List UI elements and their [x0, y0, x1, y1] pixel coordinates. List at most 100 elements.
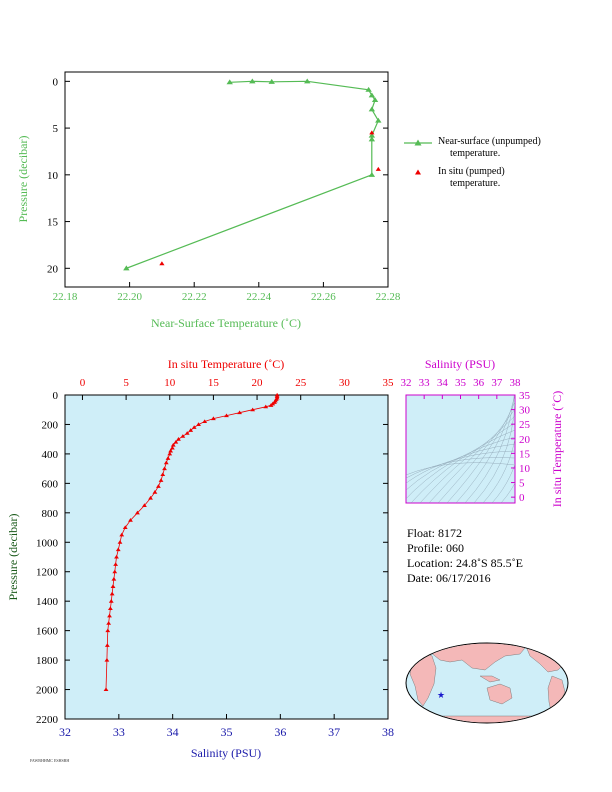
temperature-point-46 — [108, 599, 114, 603]
pressure-tick-label-10: 2000 — [36, 685, 59, 697]
near-surface-point-2 — [268, 78, 275, 84]
temperature-point-48 — [107, 613, 112, 618]
ts-plot-area — [405, 394, 516, 504]
near-surface-x-axis-label: Near-Surface Temperature (˚C) — [151, 316, 301, 330]
in-situ-point-1 — [375, 166, 381, 171]
near-surface-series-line — [126, 80, 379, 269]
temperature-point-7 — [268, 403, 274, 407]
temperature-point-12 — [211, 416, 216, 421]
pressure-tick-label-0: 0 — [53, 390, 59, 402]
salinity-tick-label-0: 32 — [59, 725, 71, 739]
temperature-point-13 — [202, 419, 208, 424]
near-surface-legend: Near-surface (unpumped) temperature. In … — [404, 136, 541, 190]
legend-in-situ-marker — [415, 169, 421, 175]
near-surface-x-tick-label-5: 22.28 — [376, 291, 401, 303]
salinity-tick-label-4: 36 — [274, 725, 286, 739]
salinity-tick-label-3: 35 — [221, 725, 233, 739]
pressure-tick-label-8: 1600 — [36, 626, 59, 638]
salinity-tick-label-1: 33 — [113, 725, 125, 739]
temperature-point-44 — [110, 584, 116, 588]
ts-temperature-tick-label-1: 5 — [519, 478, 525, 490]
profile-chart: 0 5 10 15 20 25 30 35 32 33 34 35 36 37 38 0 200 400 600… — [6, 357, 394, 760]
temperature-point-21 — [170, 442, 176, 447]
temperature-point-53 — [103, 687, 109, 692]
profile-plot-area — [64, 394, 389, 720]
temperature-point-43 — [111, 576, 117, 581]
ts-isopycnal-11 — [464, 395, 515, 503]
temperature-point-42 — [112, 569, 118, 574]
ts-salinity-tick-label-1: 33 — [419, 377, 431, 389]
temperature-point-47 — [107, 606, 113, 611]
legend-near-surface-marker — [414, 139, 422, 146]
temperature-tick-label-7: 35 — [383, 377, 395, 389]
pressure-ticks: 0 200 400 600 800 1000 1200 1400 1600 1800 2000 220… — [36, 390, 388, 726]
near-surface-plot-area — [64, 71, 389, 288]
ts-isopycnal-5 — [410, 429, 515, 503]
near-surface-point-9 — [368, 132, 376, 138]
temperature-point-30 — [156, 484, 161, 488]
salinity-tick-label-2: 34 — [167, 725, 179, 739]
temperature-point-18 — [180, 434, 186, 438]
salinity-tick-label-5: 37 — [328, 725, 340, 739]
salinity-ticks: 32 33 34 35 36 37 38 — [59, 714, 394, 739]
ts-salinity-tick-label-5: 37 — [491, 377, 503, 389]
float-location-marker: ★ — [437, 690, 445, 700]
ts-temperature-label: In situ Temperature (˚C) — [550, 391, 564, 508]
near-surface-y-tick-label-2: 10 — [47, 170, 59, 182]
temperature-point-32 — [148, 495, 153, 500]
temperature-point-39 — [115, 547, 121, 552]
in-situ-point-2 — [159, 261, 165, 266]
near-surface-y-tick-label-4: 20 — [47, 263, 59, 275]
temperature-point-10 — [237, 410, 242, 415]
profile-number: Profile: 060 — [407, 541, 464, 555]
temperature-point-15 — [191, 425, 197, 429]
ts-temperature-ticks: 0 5 10 15 20 25 30 35 — [511, 390, 531, 504]
profile-y-axis-label: Pressure (decibar) — [6, 514, 20, 601]
temperature-point-27 — [162, 466, 167, 471]
temperature-tick-label-4: 20 — [252, 377, 264, 389]
temperature-point-29 — [158, 478, 164, 482]
ts-temperature-tick-label-3: 15 — [519, 448, 531, 460]
ts-salinity-tick-label-6: 38 — [510, 377, 522, 389]
pressure-tick-label-6: 1200 — [36, 567, 59, 579]
ts-salinity-tick-label-4: 36 — [473, 377, 485, 389]
temperature-tick-label-3: 15 — [208, 377, 220, 389]
pressure-tick-label-11: 2200 — [36, 714, 59, 726]
temperature-point-26 — [163, 460, 169, 465]
near-surface-x-tick-label-4: 22.26 — [311, 291, 336, 303]
ts-isopycnal-3 — [406, 443, 515, 491]
near-surface-y-tick-label-0: 0 — [53, 76, 59, 88]
temperature-point-11 — [224, 413, 229, 418]
near-surface-y-tick-label-1: 5 — [53, 123, 59, 135]
temperature-tick-label-5: 25 — [295, 377, 307, 389]
legend-in-situ-label: In situ (pumped) — [438, 166, 505, 177]
temperature-point-51 — [104, 643, 110, 647]
ts-isopycnal-6 — [419, 422, 515, 503]
near-surface-point-1 — [249, 78, 256, 84]
temperature-point-24 — [167, 451, 173, 456]
temperature-point-41 — [113, 562, 119, 566]
pressure-tick-label-1: 200 — [42, 419, 59, 431]
ts-temperature-tick-label-5: 25 — [519, 419, 531, 431]
ts-isopycnal-4 — [406, 436, 515, 500]
world-map: ★ — [405, 642, 569, 724]
ts-isopycnal-14 — [491, 463, 515, 503]
profile-date: Date: 06/17/2016 — [407, 571, 491, 585]
temperature-tick-label-6: 30 — [339, 377, 351, 389]
ts-salinity-tick-label-2: 34 — [437, 377, 449, 389]
ts-temperature-tick-label-2: 10 — [519, 463, 531, 475]
ts-isopycnal-13 — [482, 437, 515, 503]
near-surface-y-ticks: 0 5 10 15 20 — [47, 76, 388, 275]
salinity-axis-label: Salinity (PSU) — [191, 746, 261, 760]
temperature-point-25 — [165, 456, 171, 460]
temperature-point-8 — [263, 404, 269, 409]
near-surface-point-10 — [368, 136, 376, 142]
pressure-tick-label-4: 800 — [42, 508, 59, 520]
near-surface-x-tick-label-1: 22.20 — [117, 291, 142, 303]
near-surface-point-0 — [226, 79, 233, 85]
legend-near-surface-label-cont: temperature. — [450, 148, 501, 159]
pressure-tick-label-9: 1800 — [36, 655, 59, 667]
near-surface-point-3 — [304, 78, 311, 84]
temperature-point-40 — [114, 554, 119, 559]
in-situ-point-0 — [369, 130, 375, 135]
